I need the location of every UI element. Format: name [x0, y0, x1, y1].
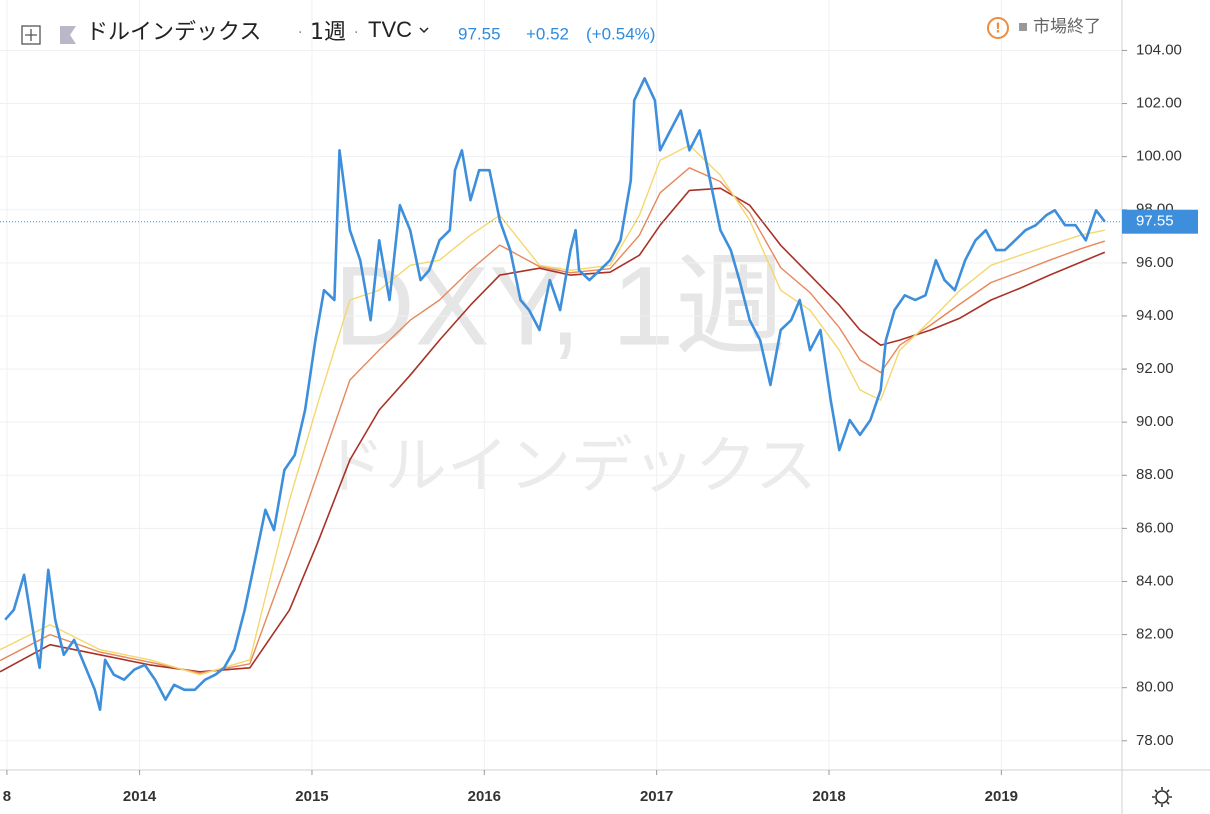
gear[interactable] [1155, 790, 1169, 804]
expand-icon[interactable] [21, 25, 41, 45]
price: 97.55 [458, 24, 501, 43]
y-tick-label: 78.00 [1136, 732, 1174, 749]
settings-icon[interactable] [1152, 787, 1172, 807]
plot [0, 77, 1122, 711]
series-line [0, 167, 1106, 674]
x-tick-label: 2019 [985, 788, 1018, 805]
exchange[interactable]: TVC [368, 17, 412, 42]
x-tick-label: 8 [3, 788, 11, 805]
expand-plus [25, 29, 37, 41]
status-icon-mark: ! [995, 22, 1001, 37]
watermark-subtitle: ドルインデックス [323, 429, 817, 502]
flag-icon [60, 26, 76, 44]
y-tick-label: 94.00 [1136, 307, 1174, 324]
y-tick-label: 80.00 [1136, 679, 1174, 696]
x-tick-label: 2014 [123, 788, 157, 805]
x-tick-label: 2016 [468, 788, 501, 805]
header: ドルインデックス · 1週 · TVC 97.55 +0.52 (+0.54%)… [21, 17, 1101, 45]
series-line [0, 187, 1106, 673]
change: +0.52 [526, 24, 569, 43]
series-line [4, 77, 1106, 711]
y-tick-label: 96.00 [1136, 254, 1174, 271]
separator: · [354, 25, 358, 41]
market-status: 市場終了 [1033, 17, 1101, 37]
y-tick-label: 100.00 [1136, 148, 1182, 165]
y-tick-label: 92.00 [1136, 360, 1174, 377]
y-tick-label: 90.00 [1136, 413, 1174, 430]
grid [0, 0, 1122, 770]
gear-teeth[interactable] [1152, 787, 1172, 807]
separator: · [298, 25, 302, 41]
y-tick-label: 104.00 [1136, 41, 1182, 58]
y-tick-label: 102.00 [1136, 95, 1182, 112]
status-square [1019, 23, 1027, 31]
price-tag [1122, 209, 1198, 234]
y-tick-label: 84.00 [1136, 572, 1174, 589]
change-percent: (+0.54%) [586, 24, 655, 43]
y-tick-label: 88.00 [1136, 466, 1174, 483]
x-tick-label: 2017 [640, 788, 673, 805]
price-tag-label: 97.55 [1136, 213, 1174, 230]
x-tick-label: 2015 [295, 788, 328, 805]
y-tick-label: 82.00 [1136, 626, 1174, 643]
y-tick-label: 86.00 [1136, 519, 1174, 536]
series-line [0, 144, 1105, 676]
x-tick-label: 2018 [812, 788, 845, 805]
interval[interactable]: 1週 [310, 20, 346, 45]
dropdown-caret[interactable] [419, 27, 429, 34]
watermark: DXY, 1週 ドルインデックス [323, 244, 817, 503]
status-icon[interactable] [987, 17, 1009, 39]
symbol-name[interactable]: ドルインデックス [86, 20, 261, 45]
